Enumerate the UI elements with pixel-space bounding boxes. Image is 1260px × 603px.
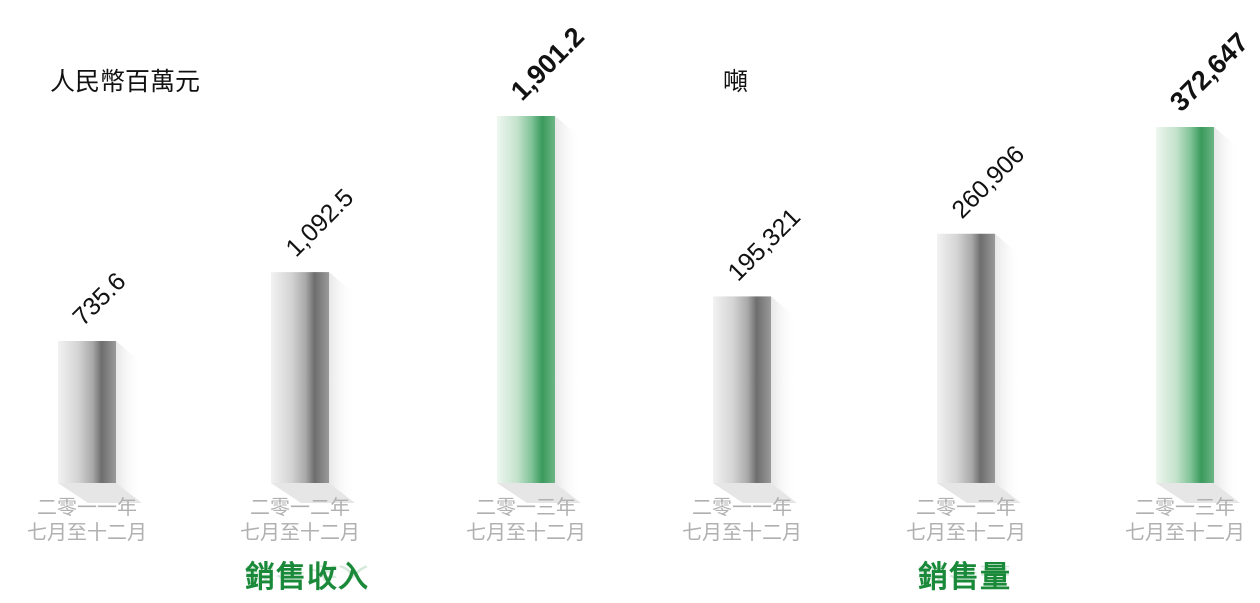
x-tick-label: 七月至十二月 bbox=[27, 520, 147, 544]
bar bbox=[1156, 127, 1214, 483]
x-tick-label: 二零一一年 bbox=[692, 495, 792, 519]
x-tick-label: 七月至十二月 bbox=[682, 520, 802, 544]
bar-floor-shadow bbox=[271, 483, 355, 503]
x-tick-label: 二零一三年 bbox=[1135, 495, 1235, 519]
bar-shadow bbox=[555, 116, 581, 503]
bar-value-label: 372,647 bbox=[1164, 27, 1254, 117]
bar-floor-shadow bbox=[1156, 483, 1240, 503]
x-tick-label: 二零一二年 bbox=[916, 495, 1016, 519]
x-tick-label: 七月至十二月 bbox=[906, 520, 1026, 544]
bar-floor-shadow bbox=[713, 483, 797, 503]
x-tick-label: 七月至十二月 bbox=[1125, 520, 1245, 544]
bar bbox=[713, 296, 771, 483]
bar-floor-shadow bbox=[58, 483, 142, 503]
bar-floor-shadow bbox=[497, 483, 581, 503]
bar bbox=[271, 272, 329, 483]
volume-section-title: 銷售量 銷售量 bbox=[918, 560, 1011, 595]
x-tick-label: 二零一二年 bbox=[250, 495, 350, 519]
volume-unit-label: 噸 bbox=[723, 67, 749, 96]
bar bbox=[58, 341, 116, 483]
bar-value-label: 260,906 bbox=[946, 140, 1030, 224]
bar bbox=[497, 116, 555, 483]
x-tick-label: 七月至十二月 bbox=[466, 520, 586, 544]
revenue-unit-label: 人民幣百萬元 bbox=[50, 67, 201, 96]
bar-value-label: 1,092.5 bbox=[280, 184, 359, 263]
x-tick-label: 二零一三年 bbox=[476, 495, 576, 519]
x-tick-label: 二零一一年 bbox=[37, 495, 137, 519]
bar-value-label: 735.6 bbox=[67, 267, 131, 331]
revenue-section-title: 銷售收入 銷售收入 bbox=[245, 560, 369, 595]
bar-shadow bbox=[1214, 127, 1240, 503]
bar-shadow bbox=[995, 233, 1021, 503]
bar-shadow bbox=[771, 296, 797, 503]
bar bbox=[937, 233, 995, 483]
bar-value-label: 195,321 bbox=[722, 203, 806, 287]
bar-value-label: 1,901.2 bbox=[505, 21, 590, 106]
bar-shadow bbox=[329, 272, 355, 503]
x-tick-label: 七月至十二月 bbox=[240, 520, 360, 544]
bar-floor-shadow bbox=[937, 483, 1021, 503]
bar-shadow bbox=[116, 341, 142, 503]
